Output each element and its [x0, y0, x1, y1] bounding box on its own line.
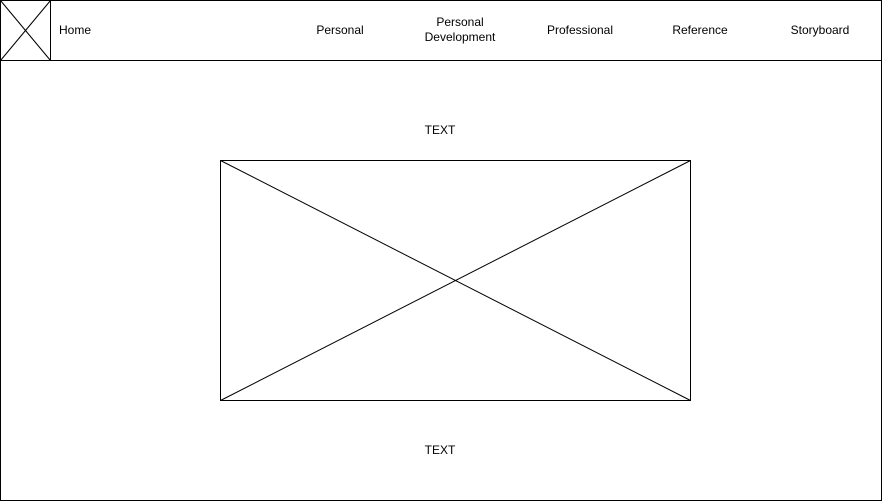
nav-home-link[interactable]: Home: [51, 0, 99, 60]
top-text: TEXT: [424, 122, 456, 137]
nav-reference-label: Reference: [672, 22, 728, 37]
nav-personal-development-label: Personal Development: [425, 15, 496, 45]
header: Home Personal Personal Development Profe…: [0, 0, 882, 61]
nav-storyboard-label: Storyboard: [790, 22, 850, 37]
nav-reference-link[interactable]: Reference: [660, 0, 740, 60]
nav-home-label: Home: [58, 22, 91, 37]
top-text-block: TEXT: [380, 120, 500, 140]
header-divider: [0, 60, 882, 61]
bottom-text-block: TEXT: [380, 440, 500, 460]
nav-professional-label: Professional: [546, 22, 614, 37]
logo-image-placeholder-icon[interactable]: [0, 0, 51, 61]
nav-storyboard-link[interactable]: Storyboard: [780, 0, 860, 60]
logo-placeholder-graphic: [0, 0, 51, 61]
nav-personal-development-line1: Personal: [436, 15, 484, 29]
nav-personal-development-link[interactable]: Personal Development: [410, 0, 510, 60]
nav-personal-development-line2: Development: [424, 30, 496, 44]
nav-personal-label: Personal: [316, 22, 364, 37]
footer-area: [1, 420, 881, 500]
bottom-text: TEXT: [424, 442, 456, 457]
main-image-placeholder-icon[interactable]: [220, 160, 691, 401]
nav-professional-link[interactable]: Professional: [535, 0, 625, 60]
nav-personal-link[interactable]: Personal: [300, 0, 380, 60]
main-image-placeholder-graphic: [220, 160, 691, 401]
